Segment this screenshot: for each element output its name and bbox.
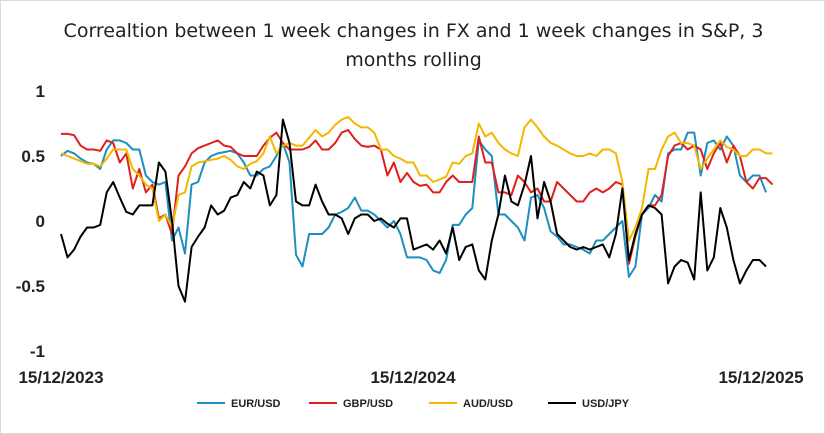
x-tick-label: 15/12/2023 (18, 368, 103, 387)
y-tick-label: 1 (36, 82, 45, 101)
y-tick-label: 0.5 (21, 147, 45, 166)
x-tick-label: 15/12/2024 (370, 368, 456, 387)
legend-label: EUR/USD (231, 398, 281, 410)
series-line-usd-jpy (60, 118, 767, 303)
legend-label: GBP/USD (343, 398, 393, 410)
legend-label: USD/JPY (582, 398, 630, 410)
x-tick-label: 15/12/2025 (718, 368, 803, 387)
chart-title: Correaltion between 1 week changes in FX… (63, 20, 764, 71)
y-tick-label: -1 (30, 342, 45, 361)
series-line-gbp-usd (61, 129, 774, 265)
y-tick-label: -0.5 (16, 277, 45, 296)
legend-label: AUD/USD (463, 398, 513, 410)
y-tick-label: 0 (36, 212, 45, 231)
series-line-eur-usd (60, 131, 767, 278)
series-line-aud-usd (60, 116, 773, 242)
